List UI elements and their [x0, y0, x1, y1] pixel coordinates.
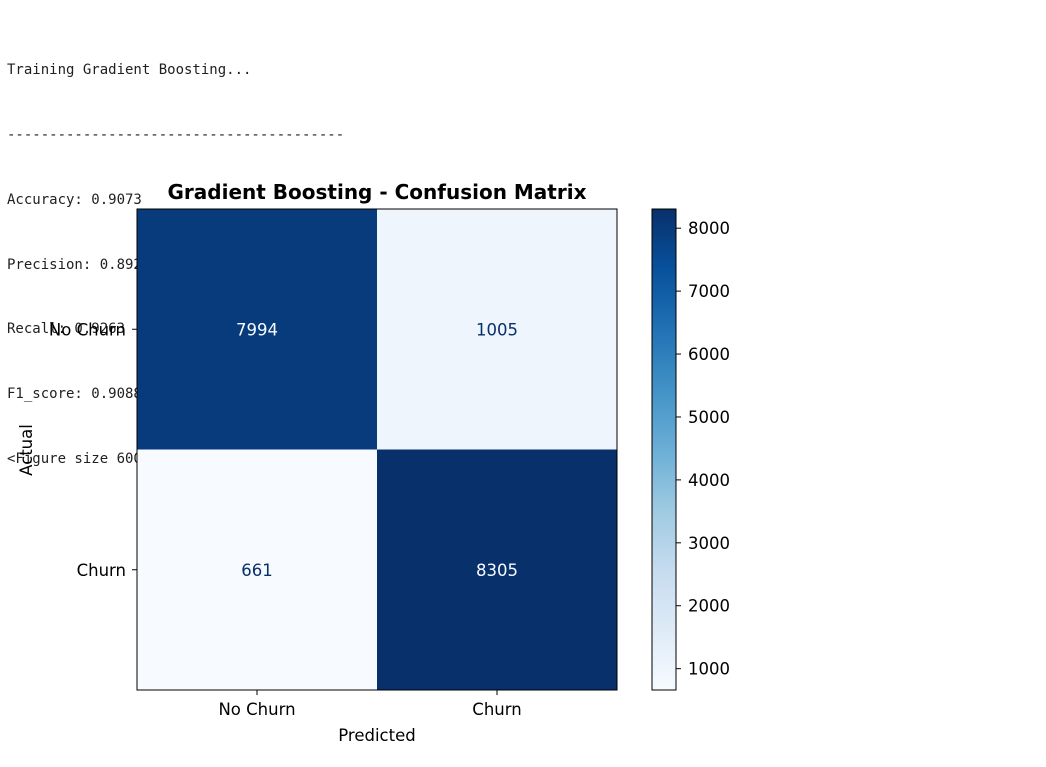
colorbar-tick-label: 5000 [688, 408, 730, 427]
y-tick-label: Churn [77, 561, 126, 580]
colorbar-tick-label: 6000 [688, 345, 730, 364]
colorbar-tick-label: 3000 [688, 534, 730, 553]
colorbar-ticks: 1000 2000 3000 4000 5000 6000 7000 8000 [676, 219, 730, 679]
cell-value-label: 661 [241, 561, 273, 580]
matrix-cell [137, 449, 377, 690]
x-tick-label: No Churn [218, 700, 295, 719]
colorbar-tick-label: 4000 [688, 471, 730, 490]
colorbar [651, 208, 677, 691]
cell-value-label: 8305 [476, 561, 518, 580]
matrix-cell [377, 449, 617, 690]
axes-frame [136, 208, 618, 691]
x-axis-label: Predicted [338, 726, 415, 745]
console-separator: ---------------------------------------- [7, 126, 345, 143]
colorbar-tick-label: 2000 [688, 597, 730, 616]
chart-title: Gradient Boosting - Confusion Matrix [168, 180, 587, 204]
x-tick-label: Churn [472, 700, 521, 719]
colorbar-tick-label: 7000 [688, 282, 730, 301]
y-axis-label: Actual [17, 424, 36, 476]
axis-ticks: No Churn Churn No Churn Churn [49, 320, 522, 719]
y-tick-label: No Churn [49, 320, 126, 339]
console-line: Training Gradient Boosting... [7, 62, 252, 79]
colorbar-tick-label: 1000 [688, 660, 730, 679]
matrix-cell [137, 209, 377, 450]
console-line-recall: Recall: 0.9263 [7, 321, 126, 338]
console-line-f1: F1_score: 0.9088 [7, 386, 142, 403]
cell-value-label: 1005 [476, 320, 518, 339]
matrix-cell [377, 209, 617, 450]
cell-value-label: 7994 [236, 320, 278, 339]
console-line-accuracy: Accuracy: 0.9073 [7, 191, 142, 208]
colorbar-tick-label: 8000 [688, 219, 730, 238]
matrix-cells: 7994 1005 661 8305 [137, 209, 617, 690]
